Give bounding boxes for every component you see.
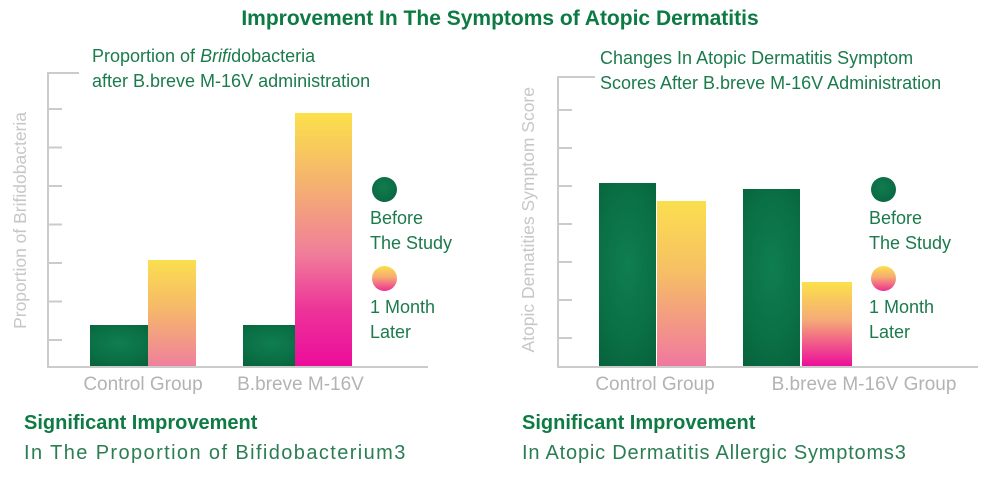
right-chart-title: Changes In Atopic Dermatitis Symptom Sco…: [600, 46, 941, 96]
right-legend: Before The Study 1 Month Later: [869, 177, 989, 345]
legend-after-swatch: [871, 266, 896, 291]
left-x-label-control-group: Control Group: [83, 374, 203, 395]
left-caption-text: In The Proportion of Bifidobacterium3: [24, 442, 407, 464]
left-x-label-bbreve: B.breve M-16V: [237, 374, 364, 395]
left-plot-area: [47, 72, 428, 368]
right-y-axis-label-text: Atopic Dematities Symptom Score: [517, 87, 538, 353]
left-chart-title-line2: after B.breve M-16V administration: [92, 71, 371, 91]
legend-before-label-line1: Before: [370, 208, 424, 228]
left-chart-title-italic: Brifi: [200, 46, 232, 66]
bar-left-bbreve-before: [243, 324, 300, 366]
right-caption: Significant Improvement In Atopic Dermat…: [522, 412, 907, 465]
bar-left-control-before: [90, 324, 148, 366]
legend-before-label-line2: The Study: [869, 233, 952, 253]
right-chart-title-line2: Scores After B.breve M-16V Administratio…: [600, 73, 942, 93]
legend-after-swatch: [372, 266, 397, 291]
left-chart-title-text2: dobacteria: [231, 46, 316, 66]
left-chart-title-text: Proportion of: [92, 46, 201, 66]
legend-before-swatch: [372, 177, 397, 202]
bar-right-bbreve-after: [802, 281, 852, 366]
right-chart-title-line1: Changes In Atopic Dermatitis Symptom: [600, 48, 914, 68]
legend-before-label-line1: Before: [869, 208, 923, 228]
left-legend: Before The Study 1 Month Later: [370, 177, 490, 345]
left-caption-headline: Significant Improvement: [24, 412, 258, 434]
bar-right-control-before: [599, 183, 656, 366]
left-caption: Significant Improvement In The Proportio…: [24, 412, 407, 465]
right-x-label-bbreve-group: B.breve M-16V Group: [771, 374, 957, 395]
legend-after-label-line2: Later: [370, 322, 412, 342]
right-x-label-control-group: Control Group: [595, 374, 715, 395]
right-axis-top-tick: [559, 76, 595, 78]
right-plot-area: [557, 76, 978, 368]
left-axis-top-tick: [49, 72, 79, 74]
left-y-axis-ticks: [49, 108, 62, 343]
main-title: Improvement In The Symptoms of Atopic De…: [241, 7, 759, 30]
legend-before-swatch: [871, 177, 896, 202]
left-y-axis-label-text: Proportion of Brifidobacteria: [9, 111, 30, 329]
legend-after-label-line1: 1 Month: [869, 297, 935, 317]
bar-left-bbreve-after: [295, 113, 352, 366]
right-caption-headline: Significant Improvement: [522, 412, 756, 434]
right-y-axis-ticks: [559, 109, 572, 341]
left-chart-title: Proportion of Brifidobacteria after B.br…: [92, 44, 370, 94]
legend-before-label-line2: The Study: [370, 233, 453, 253]
bar-left-control-after: [148, 260, 196, 366]
legend-after-label-line2: Later: [869, 322, 911, 342]
left-chart-title-line1: Proportion of Brifidobacteria: [92, 44, 370, 69]
right-y-axis-label: Atopic Dematities Symptom Score: [512, 72, 544, 368]
bar-right-bbreve-before: [743, 189, 800, 366]
right-caption-text: In Atopic Dermatitis Allergic Symptoms3: [522, 442, 907, 464]
legend-after-label-line1: 1 Month: [370, 297, 436, 317]
bar-right-control-after: [657, 200, 706, 366]
left-y-axis-label: Proportion of Brifidobacteria: [4, 72, 36, 368]
